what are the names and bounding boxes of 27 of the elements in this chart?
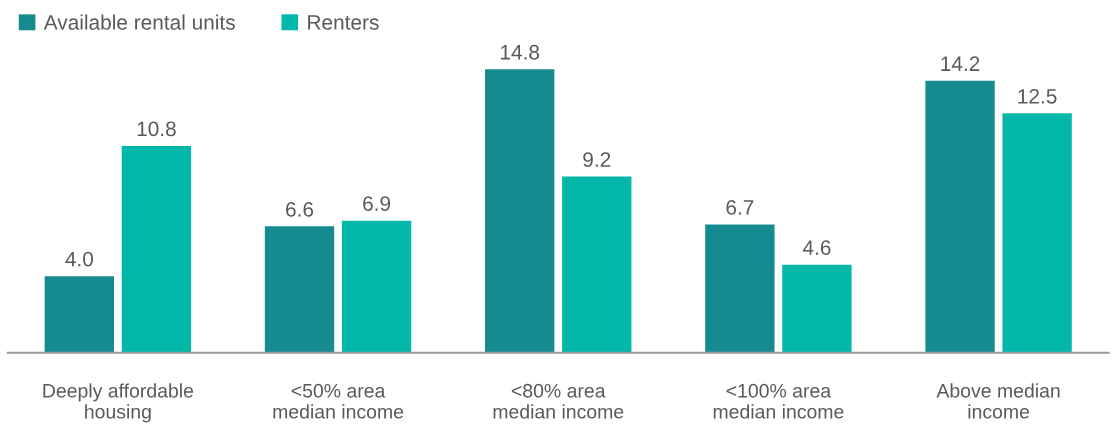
data-label: 14.2 — [941, 56, 980, 71]
data-label: 6.6 — [286, 201, 314, 217]
legend-label: Available rental units — [43, 14, 235, 30]
bar — [121, 145, 192, 353]
bar — [341, 220, 412, 353]
bar — [44, 276, 115, 353]
data-label: 10.8 — [137, 121, 176, 137]
data-label: 6.9 — [363, 196, 391, 211]
data-label: 12.5 — [1018, 88, 1057, 104]
data-label: 4.0 — [65, 251, 94, 267]
data-label: 14.8 — [501, 44, 540, 60]
data-label: 9.2 — [583, 152, 611, 167]
data-label: 6.7 — [726, 200, 754, 215]
bar — [562, 176, 632, 353]
bar — [925, 80, 995, 353]
x-tick-label: <100% area median income — [713, 383, 844, 419]
data-label: 4.6 — [802, 240, 831, 256]
bar — [705, 224, 775, 353]
x-tick-label: Deeply affordable housing — [43, 383, 194, 423]
bar — [782, 264, 852, 353]
x-tick-label: <50% area median income — [273, 383, 404, 419]
bar — [264, 226, 335, 353]
bar — [485, 69, 555, 353]
x-tick-label: <80% area median income — [493, 383, 624, 419]
x-tick-label: Above median income — [936, 383, 1060, 419]
legend-label: Renters — [308, 15, 379, 30]
bar — [1002, 113, 1072, 353]
